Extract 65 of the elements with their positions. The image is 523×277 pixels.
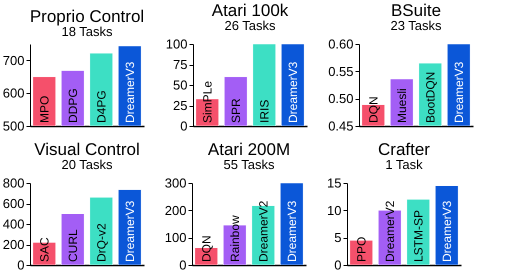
y-tick-label: 500 [2, 118, 24, 134]
y-tick-label: 0 [334, 258, 342, 272]
x-tick-label: DreamerV3 [286, 61, 300, 123]
x-tick-label: SimPLe [200, 80, 214, 123]
y-tick-label: 25 [173, 98, 188, 113]
y-tick-label: 100 [164, 230, 186, 246]
y-tick-label: 0 [179, 258, 186, 272]
x-tick-label: SAC [37, 236, 52, 262]
x-tick-label: DreamerV3 [122, 200, 137, 262]
x-tick-label: SPR [228, 98, 243, 123]
y-tick-label: 15 [327, 176, 342, 190]
x-tick-label: BootDQN [423, 72, 438, 123]
bar [252, 44, 276, 126]
y-tick-label: 600 [2, 86, 24, 101]
x-tick-label: DreamerV2 [382, 200, 397, 262]
bar [61, 214, 84, 265]
x-tick-label: DrQ-v2 [94, 223, 108, 262]
bar [90, 197, 113, 265]
x-tick-label: DreamerV3 [452, 61, 466, 123]
chart-subtitle: 18 Tasks [61, 24, 114, 39]
x-tick-label: IRIS [257, 100, 272, 123]
y-tick-label: 0.50 [328, 91, 354, 106]
y-tick-label: 0.45 [328, 118, 354, 134]
y-tick-label: 0 [180, 118, 188, 134]
chart-subtitle: 1 Task [385, 157, 424, 172]
y-tick-label: 0.55 [328, 64, 354, 79]
x-tick-label: DQN [199, 235, 214, 262]
y-tick-label: 10 [327, 202, 342, 218]
y-tick-label: 600 [2, 196, 24, 211]
x-tick-label: PPO [354, 236, 368, 262]
x-tick-label: DDPG [66, 88, 80, 123]
y-tick-label: 75 [173, 57, 188, 72]
x-tick-label: Rainbow [228, 214, 242, 262]
chart-title: Crafter [378, 140, 430, 159]
y-tick-label: 200 [164, 202, 186, 218]
y-tick-label: 700 [2, 52, 24, 68]
chart-subtitle: 20 Tasks [61, 157, 114, 172]
chart-title: BSuite [390, 1, 442, 20]
y-tick-label: 100 [166, 36, 188, 52]
chart-subtitle: 55 Tasks [223, 157, 276, 172]
bar [224, 76, 248, 126]
x-tick-label: D4PG [94, 90, 108, 123]
y-tick-label: 50 [173, 78, 188, 92]
y-tick-label: 300 [164, 176, 186, 190]
x-tick-label: LSTM-SP [411, 210, 426, 262]
y-tick-label: 200 [2, 237, 24, 252]
chart-title: Proprio Control [30, 7, 144, 26]
y-tick-label: 400 [2, 216, 24, 232]
chart-title: Visual Control [34, 140, 140, 159]
y-tick-label: 0 [17, 258, 24, 272]
y-tick-label: 0.60 [328, 36, 354, 52]
x-tick-label: DreamerV3 [122, 61, 137, 123]
x-tick-label: Muesli [394, 88, 409, 123]
chart-title: Atari 100k [212, 1, 289, 20]
y-tick-label: 800 [2, 176, 24, 190]
x-tick-label: DQN [366, 96, 380, 123]
x-tick-label: DreamerV2 [256, 200, 270, 262]
x-tick-label: MPO [37, 96, 52, 123]
y-tick-label: 5 [334, 230, 342, 246]
chart-title: Atari 200M [208, 140, 290, 159]
chart-subtitle: 26 Tasks [224, 18, 276, 33]
x-tick-label: DreamerV3 [440, 200, 454, 262]
x-tick-label: DreamerV3 [284, 200, 299, 262]
x-tick-label: CURL [66, 229, 80, 262]
chart-subtitle: 23 Tasks [390, 18, 442, 33]
